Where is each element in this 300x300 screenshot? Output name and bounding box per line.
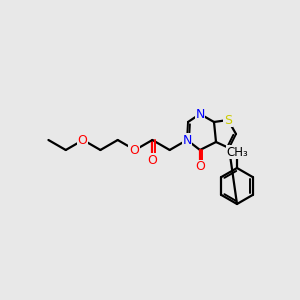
Text: O: O xyxy=(195,160,205,173)
Text: CH₃: CH₃ xyxy=(226,146,248,158)
Text: O: O xyxy=(147,154,157,166)
Text: N: N xyxy=(195,107,205,121)
Text: O: O xyxy=(77,134,87,146)
Text: O: O xyxy=(129,143,139,157)
Text: N: N xyxy=(182,134,192,146)
Text: S: S xyxy=(224,113,232,127)
